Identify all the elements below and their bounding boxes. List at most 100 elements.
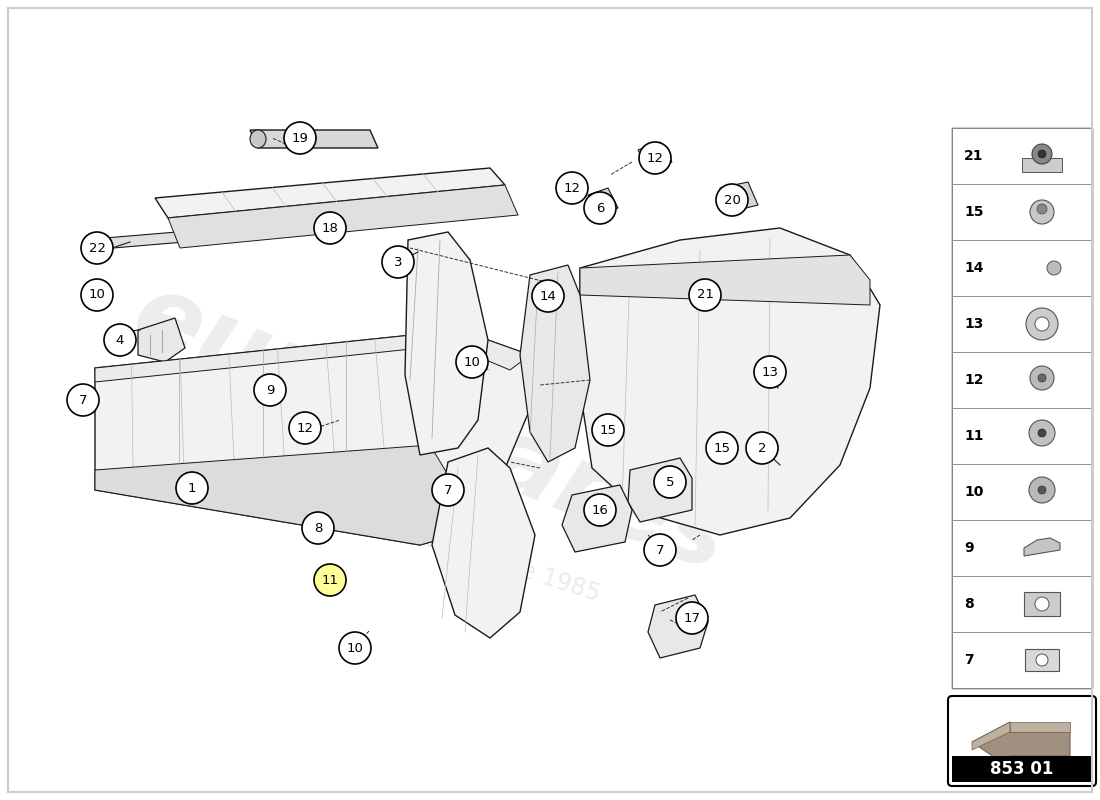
FancyBboxPatch shape	[952, 296, 1092, 352]
Text: 7: 7	[79, 394, 87, 406]
Polygon shape	[138, 318, 185, 362]
Circle shape	[1026, 308, 1058, 340]
Text: 13: 13	[964, 317, 983, 331]
Text: 15: 15	[964, 205, 983, 219]
Circle shape	[432, 474, 464, 506]
Circle shape	[104, 324, 136, 356]
Polygon shape	[562, 485, 632, 552]
Text: 10: 10	[964, 485, 983, 499]
Text: 853 01: 853 01	[990, 760, 1054, 778]
Circle shape	[339, 632, 371, 664]
Circle shape	[1032, 144, 1052, 164]
Text: 7: 7	[964, 653, 974, 667]
Text: 21: 21	[964, 149, 983, 163]
Circle shape	[1038, 486, 1046, 494]
Text: 17: 17	[683, 611, 701, 625]
Text: 15: 15	[714, 442, 730, 454]
FancyBboxPatch shape	[952, 128, 1092, 184]
Circle shape	[592, 414, 624, 446]
FancyBboxPatch shape	[952, 408, 1092, 464]
Polygon shape	[972, 722, 1010, 750]
Circle shape	[1035, 597, 1049, 611]
Circle shape	[1030, 366, 1054, 390]
Text: 9: 9	[266, 383, 274, 397]
Polygon shape	[155, 168, 505, 218]
Circle shape	[689, 279, 720, 311]
Polygon shape	[405, 232, 488, 455]
Circle shape	[1038, 150, 1046, 158]
Text: 18: 18	[321, 222, 339, 234]
Circle shape	[584, 192, 616, 224]
Text: 1: 1	[188, 482, 196, 494]
FancyBboxPatch shape	[952, 576, 1092, 632]
Text: 10: 10	[346, 642, 363, 654]
Text: 2: 2	[758, 442, 767, 454]
Circle shape	[584, 494, 616, 526]
FancyBboxPatch shape	[952, 352, 1092, 408]
FancyBboxPatch shape	[952, 632, 1092, 688]
Text: 8: 8	[314, 522, 322, 534]
Text: 14: 14	[964, 261, 983, 275]
Text: 9: 9	[964, 541, 974, 555]
Polygon shape	[628, 458, 692, 522]
Text: 3: 3	[394, 255, 403, 269]
Text: 11: 11	[964, 429, 983, 443]
Polygon shape	[720, 182, 758, 212]
Circle shape	[1038, 429, 1046, 437]
Circle shape	[289, 412, 321, 444]
FancyBboxPatch shape	[952, 464, 1092, 520]
Text: 12: 12	[647, 151, 663, 165]
Text: 4: 4	[116, 334, 124, 346]
FancyBboxPatch shape	[952, 240, 1092, 296]
Circle shape	[556, 172, 588, 204]
Circle shape	[1028, 420, 1055, 446]
FancyBboxPatch shape	[952, 756, 1092, 782]
Circle shape	[654, 466, 686, 498]
Circle shape	[1035, 317, 1049, 331]
Text: 10: 10	[89, 289, 106, 302]
Polygon shape	[580, 255, 870, 305]
Text: 15: 15	[600, 423, 616, 437]
Circle shape	[81, 232, 113, 264]
Polygon shape	[104, 215, 388, 248]
Circle shape	[176, 472, 208, 504]
Text: 22: 22	[88, 242, 106, 254]
Polygon shape	[95, 330, 530, 382]
FancyBboxPatch shape	[952, 128, 1092, 688]
Polygon shape	[95, 445, 480, 545]
Circle shape	[284, 122, 316, 154]
Text: 12: 12	[964, 373, 983, 387]
Circle shape	[67, 384, 99, 416]
Circle shape	[81, 279, 113, 311]
Circle shape	[644, 534, 676, 566]
Polygon shape	[432, 448, 535, 638]
Circle shape	[706, 432, 738, 464]
Circle shape	[532, 280, 564, 312]
Text: eurospares: eurospares	[119, 266, 741, 594]
Circle shape	[1047, 261, 1062, 275]
Text: 7: 7	[443, 483, 452, 497]
FancyBboxPatch shape	[1022, 158, 1062, 172]
Circle shape	[254, 374, 286, 406]
Text: 7: 7	[656, 543, 664, 557]
FancyBboxPatch shape	[1025, 649, 1059, 671]
Text: 8: 8	[964, 597, 974, 611]
FancyBboxPatch shape	[948, 696, 1096, 786]
Ellipse shape	[250, 130, 266, 148]
FancyBboxPatch shape	[952, 520, 1092, 576]
Circle shape	[382, 246, 414, 278]
Text: 10: 10	[463, 355, 481, 369]
Text: 20: 20	[724, 194, 740, 206]
Text: 5: 5	[666, 475, 674, 489]
Polygon shape	[250, 130, 378, 148]
Polygon shape	[638, 142, 672, 170]
Circle shape	[456, 346, 488, 378]
Polygon shape	[588, 188, 618, 215]
Circle shape	[1038, 374, 1046, 382]
Text: 14: 14	[540, 290, 557, 302]
Circle shape	[1036, 654, 1048, 666]
Circle shape	[1037, 204, 1047, 214]
Text: 21: 21	[696, 289, 714, 302]
Text: 12: 12	[563, 182, 581, 194]
Polygon shape	[1010, 722, 1070, 732]
